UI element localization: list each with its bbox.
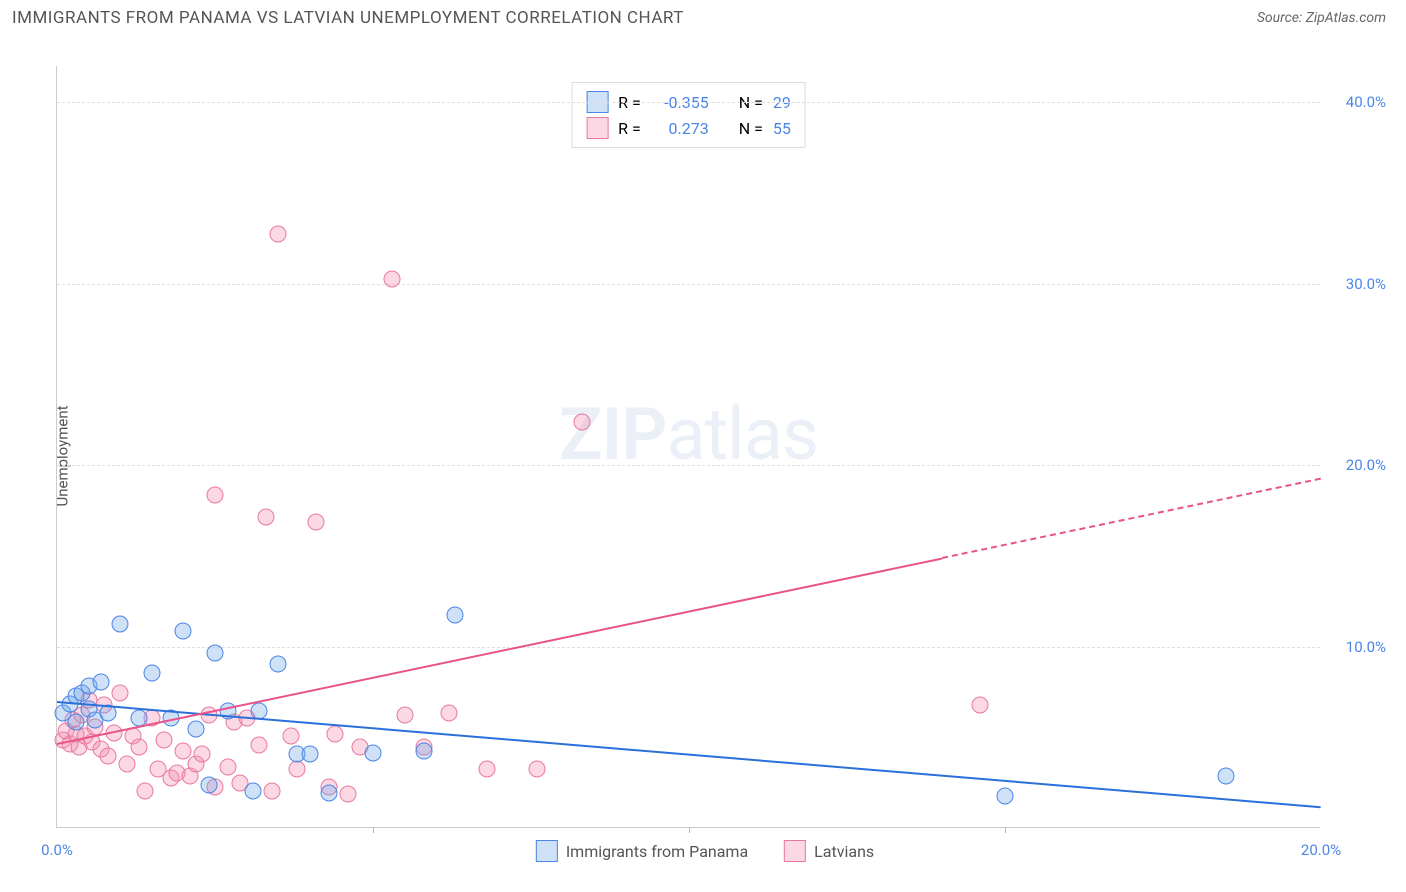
scatter-point bbox=[200, 777, 217, 794]
source-attribution: Source: ZipAtlas.com bbox=[1257, 10, 1386, 26]
scatter-point bbox=[270, 225, 287, 242]
scatter-point bbox=[112, 615, 129, 632]
scatter-point bbox=[67, 713, 84, 730]
scatter-point bbox=[282, 728, 299, 745]
scatter-point bbox=[383, 271, 400, 288]
y-tick-label: 40.0% bbox=[1346, 93, 1386, 111]
scatter-point bbox=[327, 726, 344, 743]
scatter-point bbox=[244, 782, 261, 799]
scatter-point bbox=[137, 782, 154, 799]
correlation-legend: R = -0.355 N = 29 R = 0.273 N = 55 bbox=[571, 82, 806, 148]
x-tick-mark bbox=[373, 827, 374, 833]
scatter-point bbox=[257, 508, 274, 525]
scatter-point bbox=[339, 786, 356, 803]
scatter-point bbox=[1218, 768, 1235, 785]
watermark: ZIPatlas bbox=[559, 391, 818, 476]
scatter-point bbox=[156, 731, 173, 748]
scatter-point bbox=[270, 655, 287, 672]
chart-title: IMMIGRANTS FROM PANAMA VS LATVIAN UNEMPL… bbox=[12, 8, 684, 28]
series-legend: Immigrants from Panama Latvians bbox=[536, 840, 874, 862]
legend-label-panama: Immigrants from Panama bbox=[566, 842, 748, 861]
scatter-point bbox=[971, 697, 988, 714]
legend-item-latvians: Latvians bbox=[784, 840, 874, 862]
scatter-point bbox=[440, 704, 457, 721]
corr-row-latvians: R = 0.273 N = 55 bbox=[586, 115, 791, 141]
scatter-point bbox=[415, 742, 432, 759]
x-tick-mark bbox=[1005, 827, 1006, 833]
scatter-point bbox=[289, 760, 306, 777]
scatter-point bbox=[131, 739, 148, 756]
scatter-point bbox=[194, 746, 211, 763]
scatter-point bbox=[93, 673, 110, 690]
r-value-latvians: 0.273 bbox=[651, 119, 709, 138]
scatter-point bbox=[251, 737, 268, 754]
x-tick-mark bbox=[689, 827, 690, 833]
scatter-point bbox=[308, 514, 325, 531]
watermark-atlas: atlas bbox=[666, 391, 818, 476]
scatter-point bbox=[529, 760, 546, 777]
legend-item-panama: Immigrants from Panama bbox=[536, 840, 748, 862]
chart-header: IMMIGRANTS FROM PANAMA VS LATVIAN UNEMPL… bbox=[0, 0, 1406, 32]
gridline bbox=[57, 284, 1320, 285]
y-tick-label: 20.0% bbox=[1346, 456, 1386, 474]
n-label: N = bbox=[739, 119, 763, 138]
r-label: R = bbox=[618, 119, 641, 138]
scatter-point bbox=[365, 744, 382, 761]
scatter-point bbox=[118, 755, 135, 772]
legend-swatch-latvians bbox=[784, 840, 806, 862]
gridline bbox=[57, 465, 1320, 466]
gridline bbox=[57, 647, 1320, 648]
scatter-point bbox=[573, 414, 590, 431]
x-tick-label: 20.0% bbox=[1301, 841, 1341, 859]
scatter-point bbox=[219, 759, 236, 776]
scatter-point bbox=[447, 606, 464, 623]
n-value-latvians: 55 bbox=[773, 119, 791, 138]
scatter-point bbox=[997, 788, 1014, 805]
chart-container: Unemployment ZIPatlas R = -0.355 N = 29 … bbox=[20, 46, 1390, 866]
scatter-point bbox=[396, 706, 413, 723]
scatter-point bbox=[112, 684, 129, 701]
scatter-point bbox=[478, 760, 495, 777]
legend-label-latvians: Latvians bbox=[814, 842, 874, 861]
scatter-point bbox=[175, 623, 192, 640]
trend-line bbox=[57, 557, 942, 744]
plot-area: ZIPatlas R = -0.355 N = 29 R = 0.273 N =… bbox=[56, 66, 1320, 828]
swatch-latvians bbox=[586, 117, 608, 139]
scatter-point bbox=[143, 664, 160, 681]
scatter-point bbox=[99, 748, 116, 765]
scatter-point bbox=[188, 721, 205, 738]
scatter-point bbox=[301, 746, 318, 763]
trend-line bbox=[942, 478, 1322, 559]
scatter-point bbox=[207, 644, 224, 661]
watermark-zip: ZIP bbox=[559, 391, 666, 476]
scatter-point bbox=[207, 487, 224, 504]
x-tick-label: 0.0% bbox=[41, 841, 73, 859]
scatter-point bbox=[320, 784, 337, 801]
gridline bbox=[57, 102, 1320, 103]
legend-swatch-panama bbox=[536, 840, 558, 862]
y-tick-label: 10.0% bbox=[1346, 638, 1386, 656]
scatter-point bbox=[263, 782, 280, 799]
y-tick-label: 30.0% bbox=[1346, 275, 1386, 293]
